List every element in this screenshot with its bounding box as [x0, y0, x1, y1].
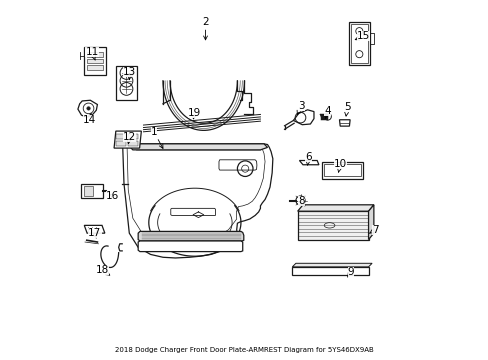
Text: 19: 19: [188, 108, 201, 119]
Polygon shape: [116, 141, 126, 146]
Polygon shape: [128, 134, 138, 139]
Text: 7: 7: [369, 225, 378, 235]
Polygon shape: [299, 161, 318, 165]
Polygon shape: [87, 65, 103, 70]
Text: 16: 16: [106, 191, 119, 201]
Polygon shape: [297, 205, 373, 211]
Polygon shape: [219, 160, 256, 170]
Polygon shape: [122, 132, 272, 258]
Text: 10: 10: [333, 159, 346, 172]
Text: 3: 3: [297, 100, 304, 114]
Polygon shape: [87, 53, 103, 57]
Polygon shape: [292, 267, 368, 275]
Polygon shape: [84, 47, 106, 76]
Polygon shape: [81, 184, 102, 198]
Text: 12: 12: [122, 132, 136, 144]
Polygon shape: [322, 162, 363, 179]
Polygon shape: [84, 186, 93, 195]
Polygon shape: [78, 100, 97, 117]
Polygon shape: [350, 24, 367, 63]
Polygon shape: [297, 211, 368, 239]
Polygon shape: [87, 59, 103, 63]
Text: 2018 Dodge Charger Front Door Plate-ARMREST Diagram for 5YS46DX9AB: 2018 Dodge Charger Front Door Plate-ARMR…: [115, 347, 373, 353]
Polygon shape: [339, 120, 349, 126]
Text: 2: 2: [202, 17, 208, 40]
Polygon shape: [114, 131, 141, 148]
Text: 15: 15: [354, 31, 369, 41]
Text: 17: 17: [88, 228, 102, 238]
Text: 18: 18: [96, 265, 110, 275]
Polygon shape: [116, 66, 137, 100]
Text: 4: 4: [324, 106, 330, 118]
Text: 5: 5: [343, 102, 350, 116]
Text: 6: 6: [305, 152, 311, 165]
Text: 1: 1: [150, 127, 163, 148]
Polygon shape: [170, 208, 215, 215]
Polygon shape: [293, 110, 313, 125]
Polygon shape: [324, 164, 361, 176]
Circle shape: [86, 107, 90, 110]
Polygon shape: [292, 263, 371, 267]
Text: 9: 9: [347, 267, 353, 277]
Polygon shape: [129, 144, 267, 150]
Polygon shape: [128, 141, 138, 146]
Polygon shape: [348, 22, 369, 65]
Text: 8: 8: [297, 196, 305, 206]
Text: 14: 14: [82, 113, 96, 125]
Text: 13: 13: [122, 67, 136, 80]
Polygon shape: [138, 241, 242, 252]
Polygon shape: [368, 205, 373, 239]
Polygon shape: [138, 231, 244, 241]
Polygon shape: [84, 225, 104, 233]
Text: 11: 11: [85, 48, 99, 60]
Polygon shape: [116, 134, 126, 139]
